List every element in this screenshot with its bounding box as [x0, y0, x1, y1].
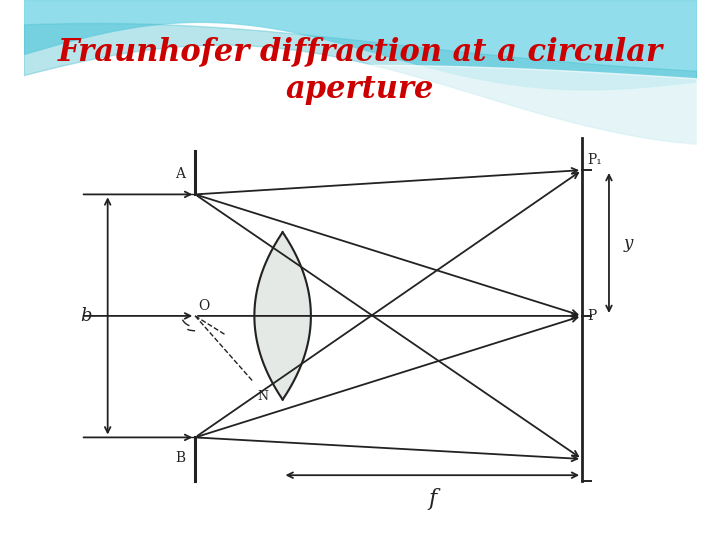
- Text: f: f: [428, 489, 436, 510]
- Text: A: A: [175, 167, 185, 181]
- Text: Fraunhofer diffraction at a circular: Fraunhofer diffraction at a circular: [58, 36, 662, 67]
- Text: P₁: P₁: [588, 153, 602, 167]
- Text: aperture: aperture: [286, 73, 434, 105]
- Text: B: B: [175, 451, 185, 465]
- Text: N: N: [258, 390, 269, 403]
- Text: P: P: [588, 309, 597, 323]
- Text: y: y: [624, 234, 633, 252]
- Text: O: O: [199, 299, 210, 313]
- Text: b: b: [81, 307, 92, 325]
